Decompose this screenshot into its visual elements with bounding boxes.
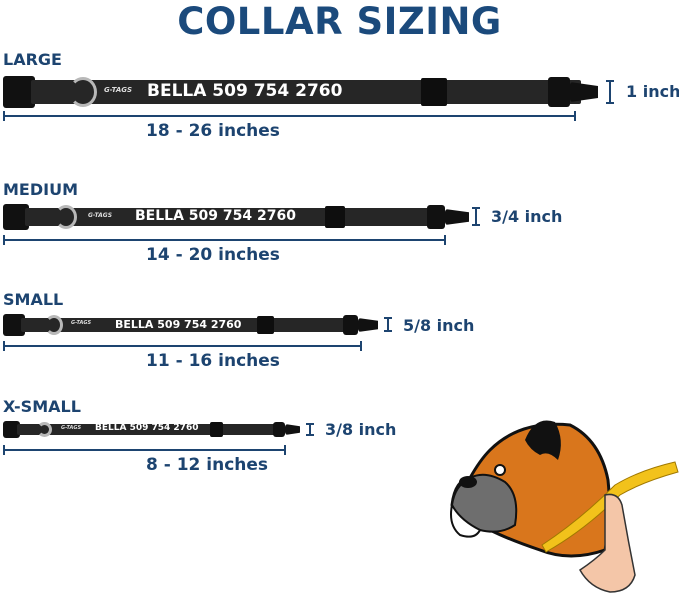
- collar-medium: G-TAGS BELLA 509 754 2760: [3, 204, 473, 230]
- width-indicator: [384, 317, 392, 332]
- collar-tag-text: BELLA 509 754 2760: [95, 423, 199, 433]
- dog-measuring-illustration: [450, 420, 679, 593]
- width-label-medium: 3/4 inch: [491, 207, 563, 226]
- measuring-tape: [541, 461, 679, 553]
- collar-tag-text: BELLA 509 754 2760: [115, 318, 242, 331]
- size-label-large: LARGE: [3, 50, 62, 69]
- width-label-xsmall: 3/8 inch: [325, 420, 397, 439]
- dog-muzzle: [450, 473, 518, 533]
- length-line-large: [3, 111, 576, 121]
- dog-ear: [525, 420, 561, 460]
- length-line-xsmall: [3, 445, 286, 455]
- dog-eye: [494, 464, 506, 476]
- collar-tag-text: BELLA 509 754 2760: [147, 81, 343, 101]
- width-label-small: 5/8 inch: [403, 316, 475, 335]
- width-indicator: [472, 207, 480, 226]
- collar-large: G-TAGS BELLA 509 754 2760: [3, 76, 603, 108]
- dog-nose: [459, 476, 477, 488]
- page-title: COLLAR SIZING: [177, 0, 502, 43]
- size-label-xsmall: X-SMALL: [3, 397, 81, 416]
- length-label-small: 11 - 16 inches: [146, 351, 280, 371]
- collar-xsmall: G-TAGS BELLA 509 754 2760: [3, 421, 300, 438]
- hand: [579, 493, 636, 593]
- width-indicator: [606, 80, 614, 104]
- width-indicator: [306, 423, 314, 436]
- brand-logo: G-TAGS: [104, 86, 133, 94]
- brand-logo: G-TAGS: [88, 212, 113, 219]
- size-label-small: SMALL: [3, 290, 64, 309]
- length-line-medium: [3, 235, 446, 245]
- length-label-medium: 14 - 20 inches: [146, 245, 280, 265]
- length-label-xsmall: 8 - 12 inches: [145, 455, 269, 475]
- length-line-small: [3, 341, 362, 351]
- brand-logo: G-TAGS: [61, 425, 82, 431]
- brand-logo: G-TAGS: [71, 320, 92, 326]
- size-label-medium: MEDIUM: [3, 180, 78, 199]
- collar-small: G-TAGS BELLA 509 754 2760: [3, 314, 379, 336]
- collar-tag-text: BELLA 509 754 2760: [135, 208, 296, 224]
- width-label-large: 1 inch: [626, 82, 679, 101]
- length-label-large: 18 - 26 inches: [146, 121, 280, 141]
